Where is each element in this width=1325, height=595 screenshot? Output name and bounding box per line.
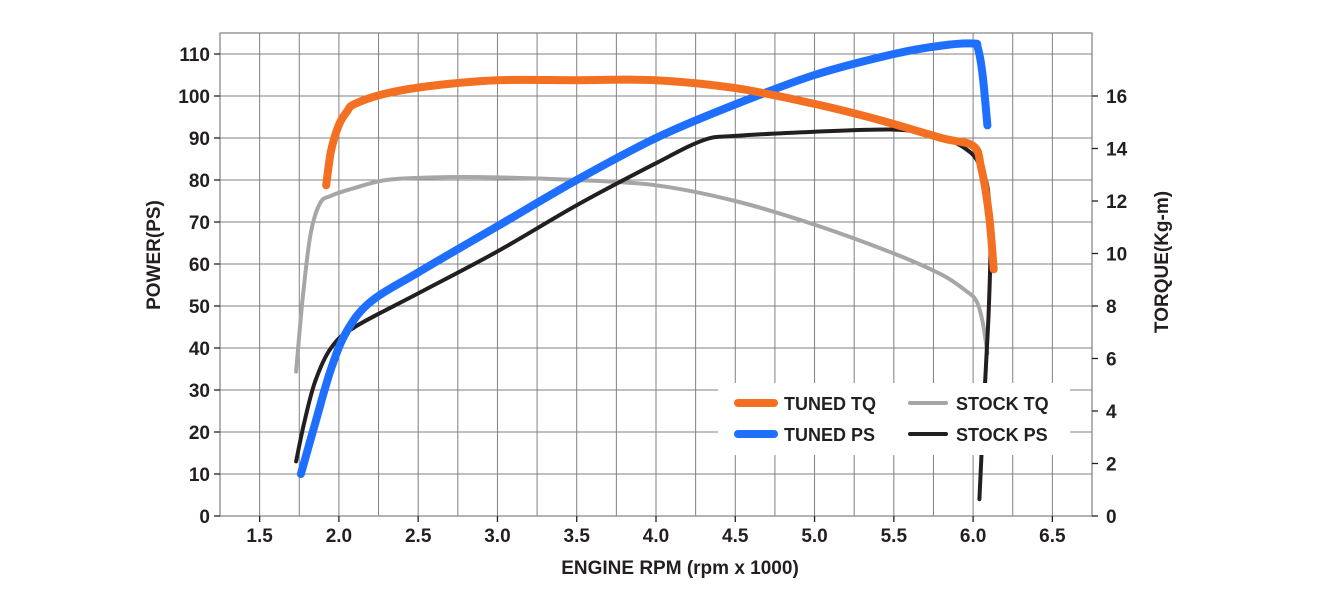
x-tick-label: 3.0	[484, 526, 510, 547]
y-tick-label: 20	[189, 423, 210, 444]
y-tick-label: 60	[189, 255, 210, 276]
axis-titles: ENGINE RPM (rpm x 1000) POWER(PS) TORQUE…	[144, 191, 1173, 579]
y2-tick-label: 14	[1106, 140, 1128, 161]
x-tick-label: 4.5	[722, 526, 749, 547]
axes: 1.5 2.0 2.5 3.0 3.5 4.0 4.5 5.0 5.5 6.0 6.50102030…	[178, 45, 1127, 547]
y-tick-label: 90	[189, 129, 210, 150]
y-tick-label: 110	[179, 45, 210, 66]
x-tick-label: 2.0	[326, 526, 352, 547]
y2-tick-label: 12	[1106, 192, 1127, 213]
y-tick-label: 30	[189, 381, 210, 402]
y2-tick-label: 4	[1106, 402, 1117, 423]
legend-label-stock-ps: STOCK PS	[956, 425, 1048, 445]
y-tick-label: 40	[189, 339, 210, 360]
grid	[219, 32, 1093, 517]
series-lines	[294, 39, 998, 502]
y-axis-title: POWER(PS)	[144, 200, 165, 310]
x-tick-label: 2.5	[405, 526, 432, 547]
y2-tick-label: 8	[1106, 297, 1117, 318]
x-tick-label: 5.0	[801, 526, 827, 547]
series-line-tuned-ps	[296, 39, 992, 478]
x-axis-title: ENGINE RPM (rpm x 1000)	[561, 558, 799, 579]
x-tick-label: 5.5	[881, 526, 908, 547]
y2-tick-label: 10	[1106, 245, 1127, 266]
legend-label-tuned-ps: TUNED PS	[784, 425, 875, 445]
legend-box	[718, 383, 1070, 455]
x-tick-label: 6.5	[1039, 526, 1066, 547]
legend-label-stock-tq: STOCK TQ	[956, 394, 1049, 414]
y2-axis-title: TORQUE(Kg-m)	[1152, 191, 1173, 333]
y-tick-label: 100	[178, 87, 210, 108]
y2-tick-label: 2	[1106, 455, 1117, 476]
y-tick-label: 0	[199, 507, 210, 528]
y2-tick-label: 6	[1106, 350, 1117, 371]
y2-tick-label: 16	[1106, 87, 1127, 108]
y-tick-label: 80	[189, 171, 210, 192]
x-tick-label: 3.5	[564, 526, 591, 547]
series-line-stock-tq	[294, 175, 990, 374]
y-tick-label: 50	[189, 297, 210, 318]
y-tick-label: 10	[189, 465, 210, 486]
y2-tick-label: 0	[1106, 507, 1117, 528]
series-line-tuned-tq	[322, 75, 998, 274]
legend: TUNED TQ TUNED PS STOCK TQ STOCK PS	[718, 383, 1070, 455]
legend-label-tuned-tq: TUNED TQ	[784, 394, 876, 414]
y-tick-label: 70	[189, 213, 210, 234]
x-tick-label: 1.5	[246, 526, 273, 547]
x-tick-label: 6.0	[960, 526, 986, 547]
x-tick-label: 4.0	[643, 526, 669, 547]
